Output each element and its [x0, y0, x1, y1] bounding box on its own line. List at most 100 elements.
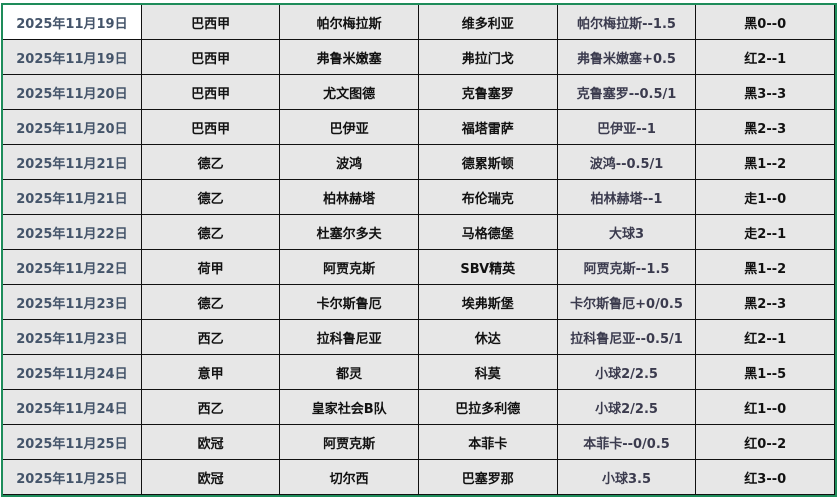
- date-cell[interactable]: 2025年11月23日: [3, 284, 142, 320]
- away-team-cell[interactable]: SBV精英: [417, 249, 558, 285]
- handicap-cell[interactable]: 柏林赫塔--1: [556, 179, 697, 215]
- table-row: 2025年11月21日 德乙 柏林赫塔 布伦瑞克 柏林赫塔--1 走1--0: [3, 179, 835, 215]
- table-row: 2025年11月25日 欧冠 阿贾克斯 本菲卡 本菲卡--0/0.5 红0--2: [3, 424, 835, 460]
- home-team-cell[interactable]: 波鸿: [279, 144, 419, 180]
- spreadsheet-grid: 2025年11月19日 巴西甲 帕尔梅拉斯 维多利亚 帕尔梅拉斯--1.5 黑0--0 20…: [1, 3, 837, 497]
- league-cell[interactable]: 德乙: [140, 144, 281, 180]
- date-cell[interactable]: 2025年11月22日: [3, 249, 142, 285]
- away-team-cell[interactable]: 福塔雷萨: [417, 109, 558, 145]
- home-team-cell[interactable]: 弗鲁米嫩塞: [279, 39, 419, 75]
- home-team-cell[interactable]: 尤文图德: [279, 74, 419, 110]
- date-cell[interactable]: 2025年11月24日: [3, 354, 142, 390]
- league-cell[interactable]: 西乙: [140, 319, 281, 355]
- handicap-cell[interactable]: 小球2/2.5: [556, 389, 697, 425]
- result-cell[interactable]: 红2--1: [695, 39, 835, 75]
- away-team-cell[interactable]: 埃弗斯堡: [417, 284, 558, 320]
- result-cell[interactable]: 黑2--3: [695, 284, 835, 320]
- league-cell[interactable]: 德乙: [140, 214, 281, 250]
- result-cell[interactable]: 黑1--2: [695, 144, 835, 180]
- league-cell[interactable]: 西乙: [140, 389, 281, 425]
- league-cell[interactable]: 德乙: [140, 284, 281, 320]
- league-cell[interactable]: 意甲: [140, 354, 281, 390]
- league-cell[interactable]: 巴西甲: [140, 109, 281, 145]
- league-cell[interactable]: 巴西甲: [140, 39, 281, 75]
- result-cell[interactable]: 红3--0: [695, 459, 835, 495]
- result-cell[interactable]: 走2--1: [695, 214, 835, 250]
- date-cell[interactable]: 2025年11月25日: [3, 424, 142, 460]
- date-cell[interactable]: 2025年11月19日: [3, 5, 142, 40]
- table-row: 2025年11月24日 意甲 都灵 科莫 小球2/2.5 黑1--5: [3, 354, 835, 390]
- handicap-cell[interactable]: 阿贾克斯--1.5: [556, 249, 697, 285]
- date-cell[interactable]: 2025年11月20日: [3, 74, 142, 110]
- date-cell[interactable]: 2025年11月20日: [3, 109, 142, 145]
- table-row: 2025年11月20日 巴西甲 巴伊亚 福塔雷萨 巴伊亚--1 黑2--3: [3, 109, 835, 145]
- away-team-cell[interactable]: 休达: [417, 319, 558, 355]
- handicap-cell[interactable]: 帕尔梅拉斯--1.5: [556, 5, 697, 40]
- away-team-cell[interactable]: 布伦瑞克: [417, 179, 558, 215]
- home-team-cell[interactable]: 切尔西: [279, 459, 419, 495]
- league-cell[interactable]: 欧冠: [140, 459, 281, 495]
- match-table: 2025年11月19日 巴西甲 帕尔梅拉斯 维多利亚 帕尔梅拉斯--1.5 黑0--0 20…: [3, 5, 835, 495]
- result-cell[interactable]: 黑1--2: [695, 249, 835, 285]
- away-team-cell[interactable]: 巴拉多利德: [417, 389, 558, 425]
- date-cell[interactable]: 2025年11月19日: [3, 39, 142, 75]
- result-cell[interactable]: 红1--0: [695, 389, 835, 425]
- league-cell[interactable]: 德乙: [140, 179, 281, 215]
- table-row: 2025年11月25日 欧冠 切尔西 巴塞罗那 小球3.5 红3--0: [3, 459, 835, 495]
- result-cell[interactable]: 黑2--3: [695, 109, 835, 145]
- result-cell[interactable]: 红0--2: [695, 424, 835, 460]
- away-team-cell[interactable]: 本菲卡: [417, 424, 558, 460]
- result-cell[interactable]: 走1--0: [695, 179, 835, 215]
- home-team-cell[interactable]: 都灵: [279, 354, 419, 390]
- handicap-cell[interactable]: 小球2/2.5: [556, 354, 697, 390]
- home-team-cell[interactable]: 巴伊亚: [279, 109, 419, 145]
- home-team-cell[interactable]: 卡尔斯鲁厄: [279, 284, 419, 320]
- table-row: 2025年11月24日 西乙 皇家社会B队 巴拉多利德 小球2/2.5 红1--0: [3, 389, 835, 425]
- home-team-cell[interactable]: 阿贾克斯: [279, 424, 419, 460]
- away-team-cell[interactable]: 维多利亚: [417, 5, 558, 40]
- date-cell[interactable]: 2025年11月23日: [3, 319, 142, 355]
- result-cell[interactable]: 红2--1: [695, 319, 835, 355]
- table-row: 2025年11月20日 巴西甲 尤文图德 克鲁塞罗 克鲁塞罗--0.5/1 黑3--3: [3, 74, 835, 110]
- handicap-cell[interactable]: 巴伊亚--1: [556, 109, 697, 145]
- handicap-cell[interactable]: 弗鲁米嫩塞+0.5: [556, 39, 697, 75]
- home-team-cell[interactable]: 杜塞尔多夫: [279, 214, 419, 250]
- handicap-cell[interactable]: 拉科鲁尼亚--0.5/1: [556, 319, 697, 355]
- handicap-cell[interactable]: 克鲁塞罗--0.5/1: [556, 74, 697, 110]
- home-team-cell[interactable]: 阿贾克斯: [279, 249, 419, 285]
- result-cell[interactable]: 黑3--3: [695, 74, 835, 110]
- away-team-cell[interactable]: 科莫: [417, 354, 558, 390]
- table-row: 2025年11月21日 德乙 波鸿 德累斯顿 波鸿--0.5/1 黑1--2: [3, 144, 835, 180]
- date-cell[interactable]: 2025年11月21日: [3, 144, 142, 180]
- date-cell[interactable]: 2025年11月24日: [3, 389, 142, 425]
- table-row: 2025年11月19日 巴西甲 帕尔梅拉斯 维多利亚 帕尔梅拉斯--1.5 黑0--0: [3, 5, 835, 40]
- table-row: 2025年11月22日 荷甲 阿贾克斯 SBV精英 阿贾克斯--1.5 黑1--2: [3, 249, 835, 285]
- table-row: 2025年11月23日 西乙 拉科鲁尼亚 休达 拉科鲁尼亚--0.5/1 红2--1: [3, 319, 835, 355]
- away-team-cell[interactable]: 弗拉门戈: [417, 39, 558, 75]
- home-team-cell[interactable]: 帕尔梅拉斯: [279, 5, 419, 40]
- table-row: 2025年11月22日 德乙 杜塞尔多夫 马格德堡 大球3 走2--1: [3, 214, 835, 250]
- league-cell[interactable]: 荷甲: [140, 249, 281, 285]
- date-cell[interactable]: 2025年11月22日: [3, 214, 142, 250]
- handicap-cell[interactable]: 本菲卡--0/0.5: [556, 424, 697, 460]
- away-team-cell[interactable]: 马格德堡: [417, 214, 558, 250]
- result-cell[interactable]: 黑1--5: [695, 354, 835, 390]
- date-cell[interactable]: 2025年11月21日: [3, 179, 142, 215]
- league-cell[interactable]: 巴西甲: [140, 5, 281, 40]
- home-team-cell[interactable]: 拉科鲁尼亚: [279, 319, 419, 355]
- table-row: 2025年11月19日 巴西甲 弗鲁米嫩塞 弗拉门戈 弗鲁米嫩塞+0.5 红2--1: [3, 39, 835, 75]
- home-team-cell[interactable]: 皇家社会B队: [279, 389, 419, 425]
- away-team-cell[interactable]: 克鲁塞罗: [417, 74, 558, 110]
- handicap-cell[interactable]: 大球3: [556, 214, 697, 250]
- handicap-cell[interactable]: 小球3.5: [556, 459, 697, 495]
- away-team-cell[interactable]: 德累斯顿: [417, 144, 558, 180]
- date-cell[interactable]: 2025年11月25日: [3, 459, 142, 495]
- handicap-cell[interactable]: 卡尔斯鲁厄+0/0.5: [556, 284, 697, 320]
- away-team-cell[interactable]: 巴塞罗那: [417, 459, 558, 495]
- home-team-cell[interactable]: 柏林赫塔: [279, 179, 419, 215]
- result-cell[interactable]: 黑0--0: [695, 5, 835, 40]
- handicap-cell[interactable]: 波鸿--0.5/1: [556, 144, 697, 180]
- league-cell[interactable]: 欧冠: [140, 424, 281, 460]
- table-row: 2025年11月23日 德乙 卡尔斯鲁厄 埃弗斯堡 卡尔斯鲁厄+0/0.5 黑2--3: [3, 284, 835, 320]
- league-cell[interactable]: 巴西甲: [140, 74, 281, 110]
